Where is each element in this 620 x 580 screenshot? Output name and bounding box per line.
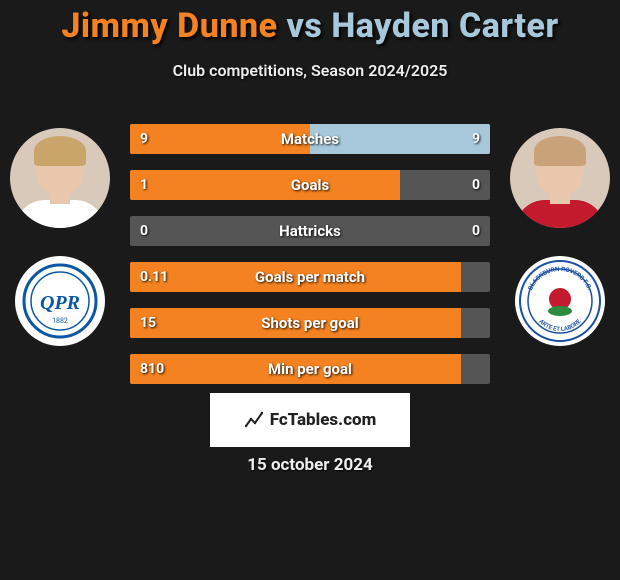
player2-photo <box>510 128 610 228</box>
player2-hair <box>534 136 586 166</box>
stat-row: 15Shots per goal <box>130 308 490 338</box>
page-title: Jimmy Dunne vs Hayden Carter <box>0 8 620 45</box>
bar-fill-left <box>130 262 461 292</box>
player-silhouette <box>510 128 610 228</box>
bar-bg <box>130 216 490 246</box>
qpr-crest-icon: QPR 1882 <box>20 261 100 341</box>
player2-club-badge: BLACKBURN ROVERS F.C. ARTE ET LABORE <box>515 256 605 346</box>
player1-photo <box>10 128 110 228</box>
stat-row: 0.11Goals per match <box>130 262 490 292</box>
player2-shirt <box>515 200 605 228</box>
comparison-infographic: Jimmy Dunne vs Hayden Carter Club compet… <box>0 0 620 580</box>
stat-bars: 99Matches10Goals00Hattricks0.11Goals per… <box>130 124 490 384</box>
bar-fill-left <box>130 354 461 384</box>
player1-hair <box>34 136 86 166</box>
title-vs: vs <box>287 6 323 46</box>
stat-right-value: 9 <box>472 124 480 154</box>
bar-fill-right <box>310 124 490 154</box>
svg-text:1882: 1882 <box>52 317 68 325</box>
blackburn-crest-icon: BLACKBURN ROVERS F.C. ARTE ET LABORE <box>518 259 602 343</box>
stat-left-value: 9 <box>140 124 148 154</box>
bar-fill-left <box>130 170 400 200</box>
subtitle: Club competitions, Season 2024/2025 <box>0 61 620 80</box>
brand-text: FcTables.com <box>270 410 377 430</box>
stat-right-value: 0 <box>472 170 480 200</box>
footer-date: 15 october 2024 <box>0 455 620 475</box>
stat-row: 810Min per goal <box>130 354 490 384</box>
fctables-logo-icon <box>244 410 264 430</box>
stat-row: 10Goals <box>130 170 490 200</box>
title-player2: Hayden Carter <box>331 6 558 46</box>
player1-shirt <box>15 200 105 228</box>
bar-fill-left <box>130 124 310 154</box>
stat-left-value: 0 <box>140 216 148 246</box>
title-player1: Jimmy Dunne <box>61 6 277 46</box>
stat-left-value: 0.11 <box>140 262 168 292</box>
svg-text:QPR: QPR <box>40 292 80 314</box>
player1-club-badge: QPR 1882 <box>15 256 105 346</box>
stat-left-value: 15 <box>140 308 156 338</box>
stat-right-value: 0 <box>472 216 480 246</box>
stat-row: 00Hattricks <box>130 216 490 246</box>
stat-row: 99Matches <box>130 124 490 154</box>
stat-left-value: 810 <box>140 354 164 384</box>
bar-fill-left <box>130 308 461 338</box>
stat-left-value: 1 <box>140 170 148 200</box>
brand-box: FcTables.com <box>210 393 410 447</box>
player-silhouette <box>10 128 110 228</box>
